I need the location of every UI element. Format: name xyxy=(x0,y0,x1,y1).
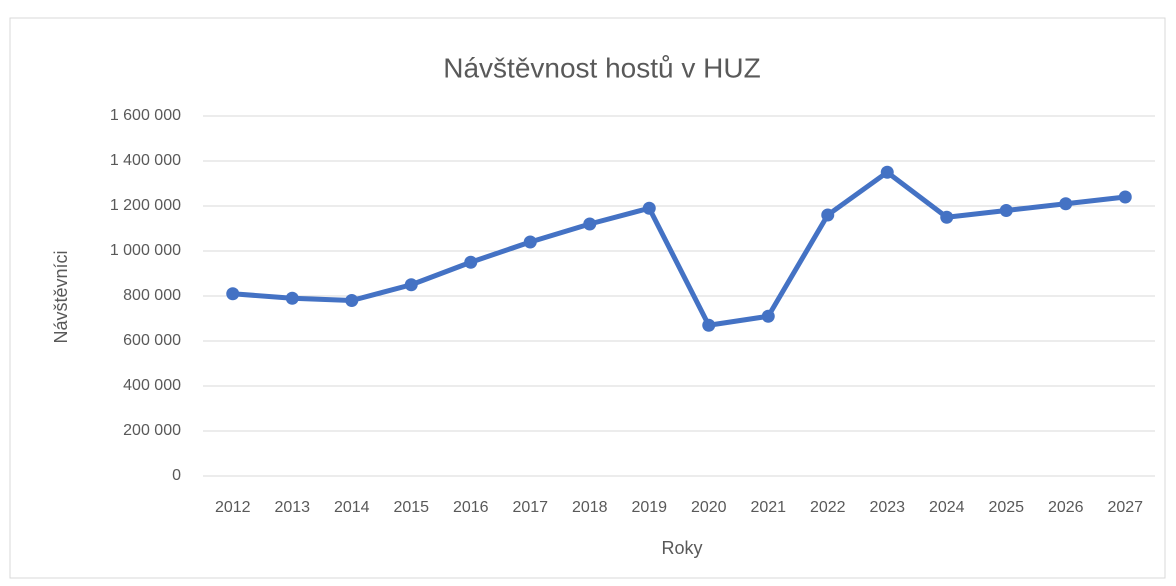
x-tick-label: 2014 xyxy=(334,499,370,516)
chart-title: Návštěvnost hostů v HUZ xyxy=(443,52,760,83)
point xyxy=(940,210,954,224)
y-tick-label: 0 xyxy=(172,467,181,484)
point xyxy=(345,294,359,307)
x-tick-label: 2018 xyxy=(572,499,608,516)
point xyxy=(642,201,656,215)
point xyxy=(1059,197,1073,211)
y-axis-title: Návštěvníci xyxy=(51,250,71,343)
point xyxy=(702,318,716,332)
y-tick-label: 800 000 xyxy=(123,287,181,304)
x-tick-label: 2015 xyxy=(393,499,429,516)
y-tick-label: 1 600 000 xyxy=(110,107,181,124)
y-tick-label: 1 400 000 xyxy=(110,152,181,169)
x-tick-label: 2022 xyxy=(810,499,846,516)
line xyxy=(232,169,1126,328)
x-tick-label: 2025 xyxy=(988,499,1024,516)
x-tick-label: 2023 xyxy=(869,499,905,516)
point xyxy=(1118,190,1132,204)
point xyxy=(999,204,1013,217)
point xyxy=(761,309,775,323)
y-tick-label: 200 000 xyxy=(123,422,181,439)
point xyxy=(464,255,478,269)
point xyxy=(583,217,597,231)
x-axis-title: Roky xyxy=(661,538,702,558)
y-tick-label: 600 000 xyxy=(123,332,181,349)
x-tick-label: 2024 xyxy=(929,499,965,516)
x-tick-label: 2013 xyxy=(274,499,310,516)
y-tick-label: 1 000 000 xyxy=(110,242,181,259)
x-tick-label: 2026 xyxy=(1048,499,1084,516)
point xyxy=(821,208,835,222)
point xyxy=(880,165,894,179)
point xyxy=(404,278,418,292)
y-tick-label: 1 200 000 xyxy=(110,197,181,214)
y-tick-label: 400 000 xyxy=(123,377,181,394)
x-tick-label: 2016 xyxy=(453,499,489,516)
x-tick-label: 2021 xyxy=(750,499,786,516)
point xyxy=(285,291,299,305)
x-tick-label: 2017 xyxy=(512,499,548,516)
x-tick-label: 2020 xyxy=(691,499,727,516)
chart-border xyxy=(9,17,1166,579)
x-tick-label: 2027 xyxy=(1107,499,1143,516)
x-tick-label: 2012 xyxy=(215,499,251,516)
point xyxy=(226,287,240,301)
point xyxy=(523,235,537,249)
x-tick-label: 2019 xyxy=(631,499,667,516)
